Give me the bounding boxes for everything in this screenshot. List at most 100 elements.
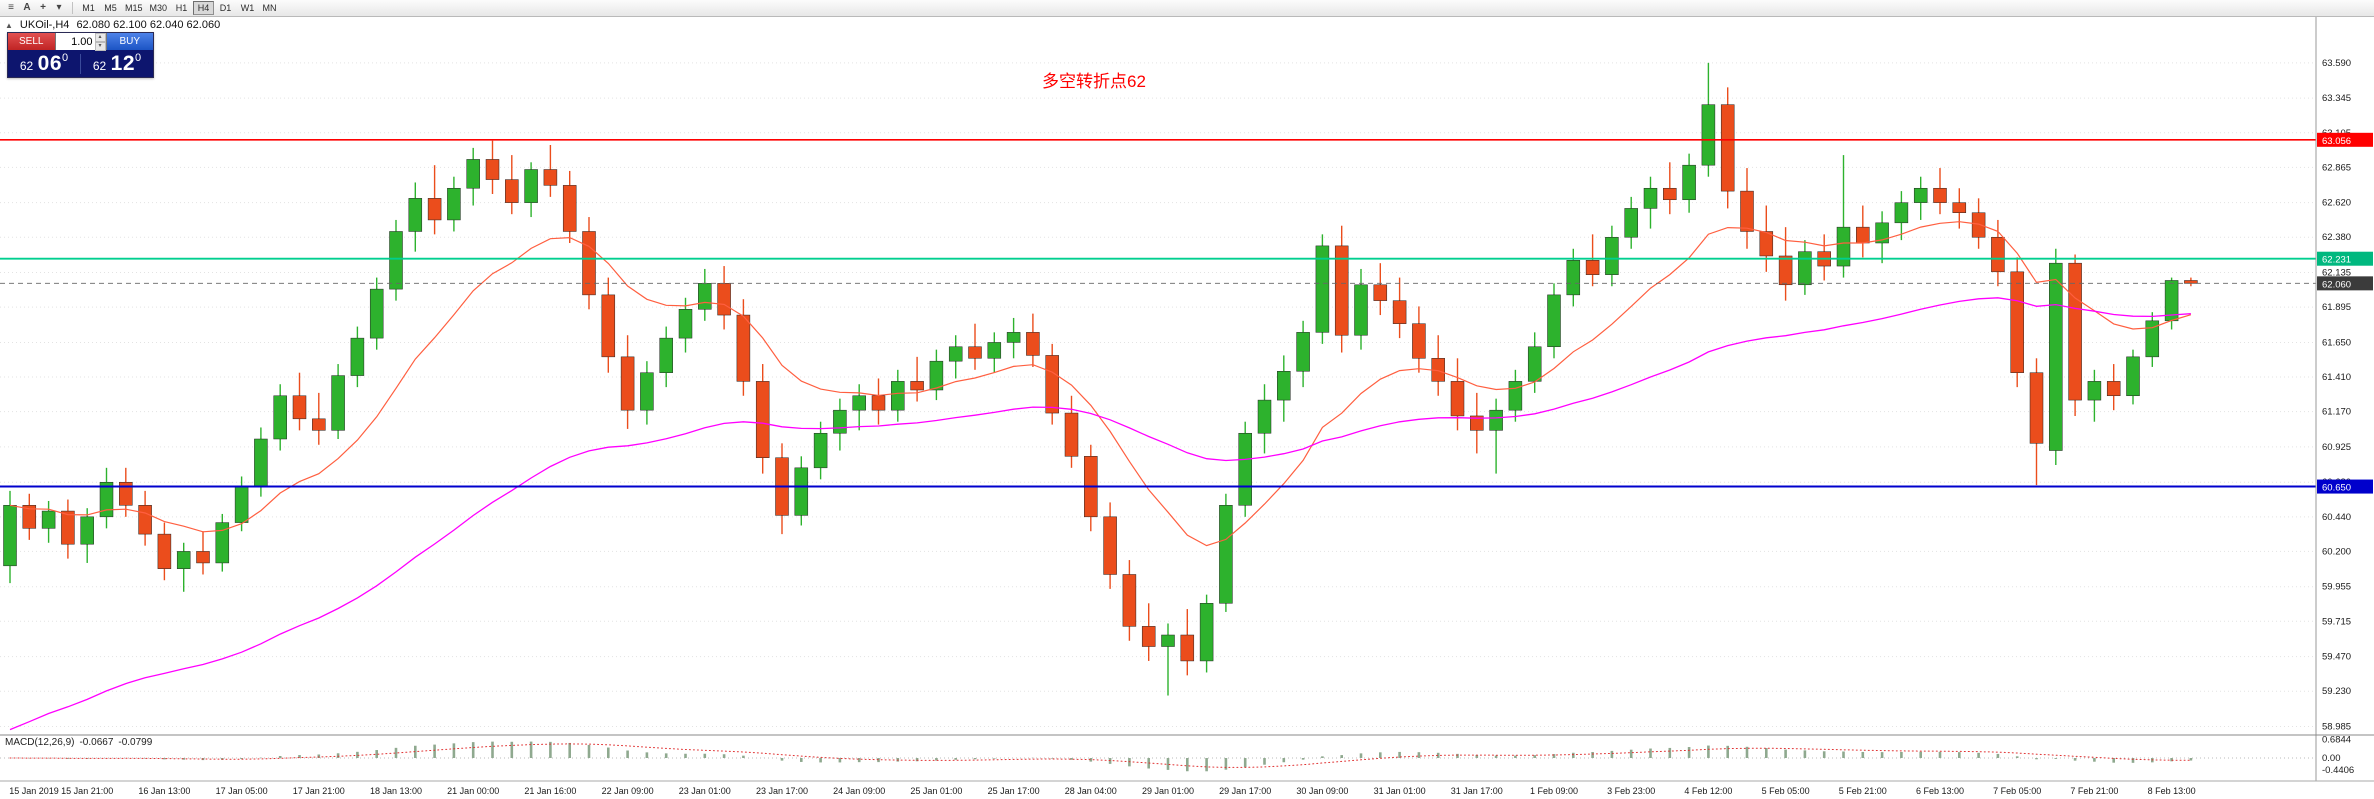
svg-text:62.060: 62.060 bbox=[2322, 279, 2351, 290]
svg-text:15 Jan 2019: 15 Jan 2019 bbox=[9, 786, 59, 796]
svg-text:63.590: 63.590 bbox=[2322, 58, 2351, 69]
text-tool-icon[interactable]: A bbox=[23, 2, 31, 13]
svg-text:0.6844: 0.6844 bbox=[2322, 735, 2351, 746]
svg-text:63.056: 63.056 bbox=[2322, 136, 2351, 147]
macd-indicator-label: MACD(12,26,9) -0.0667 -0.0799 bbox=[5, 737, 157, 748]
svg-text:21 Jan 16:00: 21 Jan 16:00 bbox=[524, 786, 576, 796]
svg-text:18 Jan 13:00: 18 Jan 13:00 bbox=[370, 786, 422, 796]
price-tags: 63.056 62.231 62.060 60.650 bbox=[2317, 132, 2373, 494]
svg-text:21 Jan 00:00: 21 Jan 00:00 bbox=[447, 786, 499, 796]
tf-m5[interactable]: M5 bbox=[100, 1, 121, 15]
svg-text:61.650: 61.650 bbox=[2322, 337, 2351, 348]
symbol-period-label: UKOil-,H4 bbox=[19, 19, 70, 31]
pivot-line-green-tag bbox=[2317, 251, 2373, 266]
svg-text:17 Jan 05:00: 17 Jan 05:00 bbox=[216, 786, 268, 796]
buy-price-pips: 12 bbox=[110, 51, 136, 75]
svg-text:0.00: 0.00 bbox=[2322, 753, 2341, 764]
svg-text:30 Jan 09:00: 30 Jan 09:00 bbox=[1296, 786, 1348, 796]
tf-h4[interactable]: H4 bbox=[193, 1, 215, 15]
lot-spinner: ▴ ▾ bbox=[94, 32, 106, 51]
svg-text:59.470: 59.470 bbox=[2322, 652, 2351, 663]
price-divider bbox=[80, 53, 81, 74]
svg-text:31 Jan 17:00: 31 Jan 17:00 bbox=[1451, 786, 1503, 796]
svg-text:63.345: 63.345 bbox=[2322, 93, 2351, 104]
buy-price-frac: 0 bbox=[135, 51, 142, 64]
svg-text:61.895: 61.895 bbox=[2322, 302, 2351, 313]
tf-mn[interactable]: MN bbox=[259, 1, 280, 15]
chart-header: ▲ UKOil-,H4 62.080 62.100 62.040 62.060 bbox=[5, 19, 220, 31]
svg-text:25 Jan 17:00: 25 Jan 17:00 bbox=[988, 786, 1040, 796]
svg-text:62.620: 62.620 bbox=[2322, 198, 2351, 209]
sell-price-pips: 06 bbox=[37, 51, 63, 75]
tf-m1[interactable]: M1 bbox=[78, 1, 99, 15]
svg-text:15 Jan 21:00: 15 Jan 21:00 bbox=[61, 786, 113, 796]
candlestick-series bbox=[3, 62, 2198, 696]
resistance-line-red-tag bbox=[2317, 132, 2373, 147]
svg-text:62.231: 62.231 bbox=[2322, 255, 2351, 266]
sell-price-frac: 0 bbox=[62, 51, 69, 64]
svg-text:59.715: 59.715 bbox=[2322, 616, 2351, 627]
buy-button[interactable]: BUY bbox=[106, 33, 153, 50]
svg-text:7 Feb 21:00: 7 Feb 21:00 bbox=[2070, 786, 2118, 796]
one-click-trading-panel: SELL 1.00 ▴ ▾ BUY 62 060 62 120 bbox=[7, 32, 154, 78]
svg-text:4 Feb 12:00: 4 Feb 12:00 bbox=[1684, 786, 1732, 796]
tf-m30[interactable]: M30 bbox=[147, 1, 171, 15]
tf-d1[interactable]: D1 bbox=[215, 1, 236, 15]
svg-text:3 Feb 23:00: 3 Feb 23:00 bbox=[1607, 786, 1655, 796]
lot-increase-button[interactable]: ▴ bbox=[94, 32, 106, 42]
buy-price-int: 62 bbox=[92, 58, 107, 73]
current-price-line-tag bbox=[2317, 276, 2373, 291]
tf-w1[interactable]: W1 bbox=[237, 1, 258, 15]
svg-text:23 Jan 01:00: 23 Jan 01:00 bbox=[679, 786, 731, 796]
svg-text:60.650: 60.650 bbox=[2322, 483, 2351, 494]
svg-text:8 Feb 13:00: 8 Feb 13:00 bbox=[2148, 786, 2196, 796]
svg-text:29 Jan 17:00: 29 Jan 17:00 bbox=[1219, 786, 1271, 796]
sell-price-display[interactable]: 62 060 bbox=[8, 52, 80, 76]
macd-value-signal: -0.0799 bbox=[118, 737, 153, 748]
tf-h1[interactable]: H1 bbox=[171, 1, 192, 15]
ohlc-readout: 62.080 62.100 62.040 62.060 bbox=[76, 19, 221, 31]
svg-text:29 Jan 01:00: 29 Jan 01:00 bbox=[1142, 786, 1194, 796]
svg-text:7 Feb 05:00: 7 Feb 05:00 bbox=[1993, 786, 2041, 796]
svg-text:59.230: 59.230 bbox=[2322, 686, 2351, 697]
one-click-toggle-icon[interactable]: ▲ bbox=[5, 20, 13, 30]
lot-size-input[interactable]: 1.00 ▴ ▾ bbox=[54, 32, 107, 51]
price-gridlines bbox=[0, 62, 2316, 728]
chart-area[interactable]: 63.59063.34563.10562.86562.62062.38062.1… bbox=[0, 17, 2374, 799]
svg-text:25 Jan 01:00: 25 Jan 01:00 bbox=[910, 786, 962, 796]
tools-dropdown-icon[interactable]: ▾ bbox=[56, 2, 62, 13]
svg-text:62.380: 62.380 bbox=[2322, 232, 2351, 243]
buy-price-display[interactable]: 62 120 bbox=[81, 52, 153, 76]
toolbar: ≡ A + ▾ M1 M5 M15 M30 H1 H4 D1 W1 MN bbox=[0, 0, 2374, 17]
svg-text:5 Feb 05:00: 5 Feb 05:00 bbox=[1762, 786, 1810, 796]
sell-price-int: 62 bbox=[19, 58, 34, 73]
menu-icon[interactable]: ≡ bbox=[8, 2, 14, 13]
lot-size-value[interactable]: 1.00 bbox=[71, 35, 93, 48]
axis-frame bbox=[0, 17, 2374, 782]
y-axis-labels: 63.59063.34563.10562.86562.62062.38062.1… bbox=[2322, 58, 2351, 733]
sell-button[interactable]: SELL bbox=[8, 33, 55, 50]
crosshair-tool-icon[interactable]: + bbox=[40, 2, 46, 13]
svg-text:-0.4406: -0.4406 bbox=[2322, 765, 2354, 776]
tf-m15[interactable]: M15 bbox=[122, 1, 146, 15]
toolbar-separator bbox=[72, 2, 73, 14]
svg-text:60.440: 60.440 bbox=[2322, 512, 2351, 523]
svg-text:31 Jan 01:00: 31 Jan 01:00 bbox=[1374, 786, 1426, 796]
svg-text:16 Jan 13:00: 16 Jan 13:00 bbox=[138, 786, 190, 796]
svg-text:61.410: 61.410 bbox=[2322, 372, 2351, 383]
svg-text:28 Jan 04:00: 28 Jan 04:00 bbox=[1065, 786, 1117, 796]
lot-decrease-button[interactable]: ▾ bbox=[94, 41, 106, 51]
svg-text:62.135: 62.135 bbox=[2322, 268, 2351, 279]
macd-value-main: -0.0667 bbox=[79, 737, 114, 748]
macd-pane bbox=[0, 741, 2316, 772]
svg-text:59.955: 59.955 bbox=[2322, 582, 2351, 593]
horizontal-levels bbox=[0, 139, 2316, 488]
ma-slow-line bbox=[9, 297, 2191, 731]
annotation-text[interactable]: 多空转折点62 bbox=[1042, 72, 1146, 91]
ma-fast-line bbox=[9, 221, 2192, 547]
svg-text:22 Jan 09:00: 22 Jan 09:00 bbox=[602, 786, 654, 796]
macd-signal-line bbox=[9, 743, 2192, 768]
svg-text:17 Jan 21:00: 17 Jan 21:00 bbox=[293, 786, 345, 796]
support-line-blue-tag bbox=[2317, 479, 2373, 494]
svg-text:62.865: 62.865 bbox=[2322, 162, 2351, 173]
